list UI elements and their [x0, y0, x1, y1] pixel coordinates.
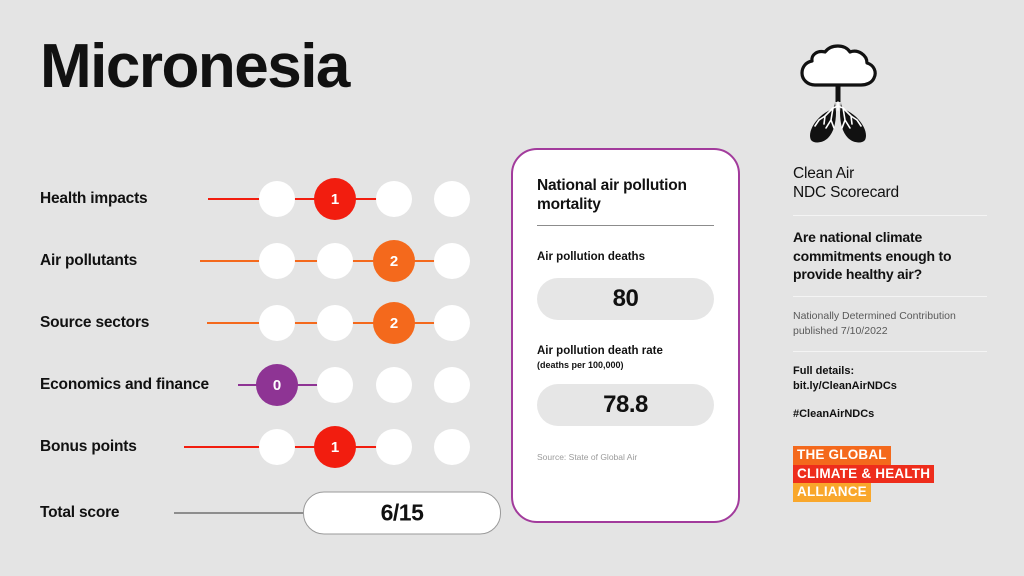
full-details-url[interactable]: bit.ly/CleanAirNDCs [793, 380, 897, 393]
score-row-air-pollutants: Air pollutants 2 [40, 230, 470, 292]
hashtag: #CleanAirNDCs [793, 408, 875, 421]
full-details-label: Full details: [793, 365, 855, 378]
brand-question: Are national climate commitments enough … [793, 229, 952, 283]
total-score-value: 6/15 [303, 491, 501, 535]
gcha-logo: THE GLOBAL CLIMATE & HEALTH ALLIANCE [793, 446, 987, 502]
score-dot-empty [317, 305, 353, 341]
score-dot-empty [376, 367, 412, 403]
full-details-block: Full details: bit.ly/CleanAirNDCs [793, 364, 987, 394]
score-dot-empty [259, 243, 295, 279]
lungs-cloud-icon [800, 44, 877, 143]
mortality-card: National air pollution mortality Air pol… [511, 148, 740, 523]
metric-sublabel-death-rate: (deaths per 100,000) [537, 359, 624, 370]
total-score-label: Total score [40, 504, 120, 521]
score-dot-filled: 2 [373, 302, 415, 344]
score-row-bonus-points: Bonus points 1 [40, 416, 470, 478]
divider [793, 295, 987, 298]
logo-line-1: THE GLOBAL [793, 446, 891, 465]
score-dot-empty [434, 305, 470, 341]
score-row-economics-and-finance: Economics and finance 0 [40, 354, 470, 416]
metric-value-deaths: 80 [537, 278, 714, 321]
score-dot-empty [259, 429, 295, 465]
score-row-label: Health impacts [40, 190, 148, 207]
score-dot-empty [376, 429, 412, 465]
score-row-source-sectors: Source sectors 2 [40, 292, 470, 354]
score-dot-empty [434, 243, 470, 279]
score-dot-filled: 0 [256, 364, 298, 406]
score-dot-empty [317, 367, 353, 403]
logo-line-3: ALLIANCE [793, 483, 871, 502]
score-dot-filled: 1 [314, 178, 356, 220]
scorecard-panel: Health impacts 1 Air pollutants 2 Source… [40, 168, 501, 544]
page-title: Micronesia [40, 32, 350, 101]
mortality-card-title: National air pollution mortality [537, 177, 687, 214]
total-score-connector [174, 512, 324, 514]
brand-title-line-2: NDC Scorecard [793, 184, 899, 202]
score-row-connector [208, 198, 382, 200]
score-dots: 1 [259, 426, 470, 468]
score-row-label: Bonus points [40, 438, 137, 455]
divider [793, 214, 987, 217]
score-dot-empty [259, 305, 295, 341]
score-dot-filled: 1 [314, 426, 356, 468]
score-dot-empty [434, 181, 470, 217]
score-dots: 1 [259, 178, 470, 220]
score-dots: 0 [256, 364, 470, 406]
score-row-label: Air pollutants [40, 252, 138, 269]
score-dot-filled: 2 [373, 240, 415, 282]
total-score-row: Total score 6/15 [40, 482, 501, 544]
score-dot-empty [376, 181, 412, 217]
metric-label-deaths: Air pollution deaths [537, 251, 645, 264]
divider [537, 224, 714, 227]
ndc-published-text: Nationally Determined Contribution publi… [793, 310, 956, 338]
score-dots: 2 [259, 302, 470, 344]
metric-label-death-rate: Air pollution death rate [537, 345, 663, 358]
mortality-card-source: Source: State of Global Air [537, 452, 638, 463]
metric-value-death-rate: 78.8 [537, 384, 714, 427]
score-row-label: Economics and finance [40, 376, 209, 393]
logo-line-2: CLIMATE & HEALTH [793, 464, 935, 484]
brand-title-line-1: Clean Air [793, 165, 855, 182]
score-dot-empty [259, 181, 295, 217]
score-dot-empty [317, 243, 353, 279]
brand-title: Clean Air NDC Scorecard [793, 164, 987, 203]
score-dot-empty [434, 367, 470, 403]
divider [793, 350, 987, 353]
right-panel: Clean Air NDC Scorecard Are national cli… [793, 40, 987, 502]
score-dot-empty [434, 429, 470, 465]
score-row-label: Source sectors [40, 314, 150, 331]
score-dots: 2 [259, 240, 470, 282]
score-row-health-impacts: Health impacts 1 [40, 168, 470, 230]
